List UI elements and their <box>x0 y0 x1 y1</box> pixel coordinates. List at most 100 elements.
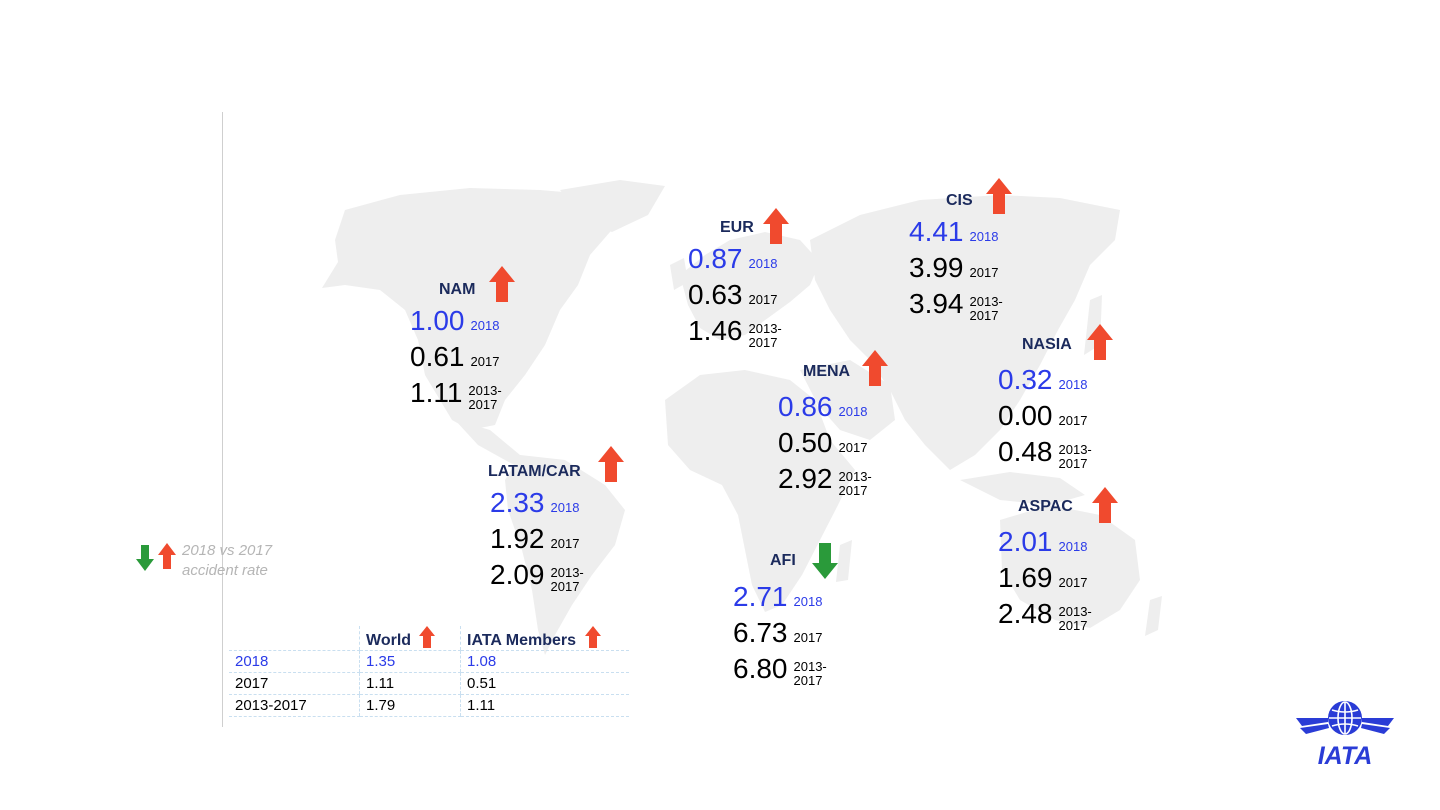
region-values: 2.33 2018 1.92 2017 2.09 2013- 2017 <box>490 485 584 593</box>
label-2018: 2018 <box>748 255 778 271</box>
value-row-2018: 1.00 2018 <box>410 303 502 339</box>
value-avg: 6.80 <box>733 653 788 684</box>
label-avg-line-1: 2013- <box>468 382 502 398</box>
map-madagascar <box>836 540 852 582</box>
label-2018: 2018 <box>470 317 500 333</box>
map-europe <box>680 232 820 340</box>
down-arrow-icon <box>812 543 838 579</box>
table-row: 2018 1.35 1.08 <box>229 650 629 673</box>
region-values: 4.41 2018 3.99 2017 3.94 2013- 2017 <box>909 214 1003 322</box>
region-values: 0.87 2018 0.63 2017 1.46 2013- 2017 <box>688 241 782 349</box>
world-label: World <box>366 632 412 649</box>
label-avg-line-2: 2017 <box>1058 617 1088 633</box>
summary-table: World IATA Members 2018 1.35 1.08 2017 1… <box>229 626 629 717</box>
legend-text: 2018 vs 2017 accident rate <box>182 541 322 581</box>
map-australia <box>1000 505 1140 628</box>
label-2018: 2018 <box>1058 376 1088 392</box>
label-2017: 2017 <box>969 264 999 280</box>
value-row-avg: 1.46 2013- 2017 <box>688 313 782 349</box>
up-arrow-icon <box>1087 324 1113 360</box>
value-row-2018: 0.86 2018 <box>778 389 872 425</box>
value-2018: 0.87 <box>688 243 743 274</box>
region-name: NASIA <box>1022 336 1072 353</box>
row-world: 1.35 <box>359 650 461 673</box>
up-arrow-icon <box>763 208 789 244</box>
label-2017: 2017 <box>838 439 868 455</box>
value-avg: 1.46 <box>688 315 743 346</box>
label-2018: 2018 <box>1058 538 1088 554</box>
value-2018: 0.86 <box>778 391 833 422</box>
label-avg-line-1: 2013- <box>1058 441 1092 457</box>
value-row-2018: 2.71 2018 <box>733 579 827 615</box>
legend-line-2: accident rate <box>182 562 268 579</box>
row-label: 2017 <box>229 672 360 695</box>
value-avg: 3.94 <box>909 288 964 319</box>
up-arrow-icon <box>158 543 176 569</box>
label-2017: 2017 <box>1058 574 1088 590</box>
label-avg-line-2: 2017 <box>1058 455 1088 471</box>
label-avg-line-1: 2013- <box>1058 603 1092 619</box>
iata-logo: IATA <box>1296 701 1394 768</box>
value-2017: 3.99 <box>909 252 964 283</box>
value-row-avg: 3.94 2013- 2017 <box>909 286 1003 322</box>
up-arrow-icon <box>986 178 1012 214</box>
label-avg: 2013- 2017 <box>551 565 584 594</box>
value-row-2018: 2.33 2018 <box>490 485 584 521</box>
map-se-asia-islands <box>960 472 1085 505</box>
value-2017: 1.92 <box>490 523 545 554</box>
value-row-2017: 6.73 2017 <box>733 615 827 651</box>
label-2018: 2018 <box>550 499 580 515</box>
label-avg-line-2: 2017 <box>468 396 498 412</box>
value-2017: 0.61 <box>410 341 465 372</box>
label-2018: 2018 <box>969 228 999 244</box>
row-label: 2013-2017 <box>229 694 360 717</box>
label-avg-line-2: 2017 <box>838 482 868 498</box>
summary-header-world: World <box>359 626 461 651</box>
value-avg: 2.09 <box>490 559 545 590</box>
region-name: MENA <box>803 363 851 380</box>
label-avg-line-2: 2017 <box>748 334 778 350</box>
divider-line <box>222 112 223 727</box>
label-avg: 2013- 2017 <box>748 321 782 350</box>
value-row-2017: 0.61 2017 <box>410 339 502 375</box>
label-avg-line-2: 2017 <box>793 672 823 688</box>
map-uk <box>670 258 688 290</box>
value-row-avg: 2.48 2013- 2017 <box>998 596 1092 632</box>
iata-logo-text: IATA <box>1318 742 1373 768</box>
value-avg: 0.48 <box>998 436 1053 467</box>
summary-header-empty <box>229 626 360 651</box>
region-values: 1.00 2018 0.61 2017 1.11 2013- 2017 <box>410 303 502 411</box>
value-row-2018: 0.32 2018 <box>998 362 1092 398</box>
up-arrow-icon <box>584 626 601 648</box>
value-row-avg: 6.80 2013- 2017 <box>733 651 827 687</box>
label-avg-line-1: 2013- <box>793 658 827 674</box>
row-world: 1.11 <box>359 672 461 695</box>
value-2017: 1.69 <box>998 562 1053 593</box>
value-row-2017: 1.69 2017 <box>998 560 1092 596</box>
label-avg-line-1: 2013- <box>838 468 872 484</box>
value-row-2017: 3.99 2017 <box>909 250 1003 286</box>
label-2017: 2017 <box>748 291 778 307</box>
up-arrow-icon <box>1092 487 1118 523</box>
row-members: 1.11 <box>460 694 629 717</box>
region-values: 2.71 2018 6.73 2017 6.80 2013- 2017 <box>733 579 827 687</box>
value-2017: 0.00 <box>998 400 1053 431</box>
region-name: AFI <box>770 552 796 569</box>
value-row-2017: 1.92 2017 <box>490 521 584 557</box>
value-row-2018: 2.01 2018 <box>998 524 1092 560</box>
value-avg: 1.11 <box>410 377 463 408</box>
label-avg-line-2: 2017 <box>969 307 999 323</box>
legend-line-1: 2018 vs 2017 <box>182 542 273 559</box>
region-name: EUR <box>720 219 754 236</box>
label-2017: 2017 <box>793 629 823 645</box>
value-row-avg: 2.92 2013- 2017 <box>778 461 872 497</box>
value-row-2017: 0.63 2017 <box>688 277 782 313</box>
map-africa <box>665 370 855 612</box>
label-avg: 2013- 2017 <box>838 468 872 498</box>
value-2017: 0.63 <box>688 279 743 310</box>
label-avg: 2013- 2017 <box>1058 603 1092 633</box>
map-greenland <box>560 180 665 232</box>
label-avg-line-1: 2013- <box>969 293 1003 309</box>
summary-header-row: World IATA Members <box>229 626 629 651</box>
label-avg: 2013- 2017 <box>969 293 1003 323</box>
